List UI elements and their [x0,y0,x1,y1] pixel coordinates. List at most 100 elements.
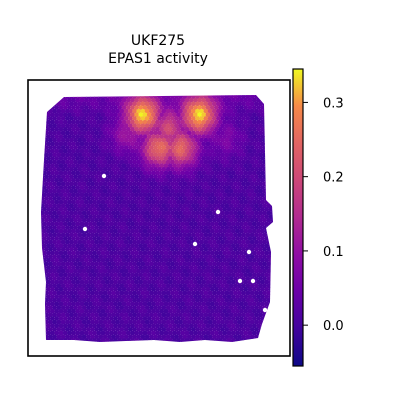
tissue-spot [218,97,223,103]
tissue-spot [157,116,163,121]
tissue-spot [136,159,142,165]
tissue-spot [138,250,144,256]
tissue-spot [56,268,62,274]
tissue-spot [214,95,219,96]
tissue-spot [117,156,123,161]
tissue-spot [148,217,154,223]
tissue-spot [151,243,156,249]
tissue-spot [172,134,177,139]
tissue-spot [165,174,171,180]
tissue-spot [239,207,244,212]
tissue-spot [123,159,129,165]
tissue-spot [176,105,181,110]
tissue-spot [58,323,64,329]
tissue-spot [46,236,51,241]
tissue-spot [253,268,259,274]
tissue-spot [180,250,186,256]
tissue-spot [220,283,226,289]
tissue-spot [48,341,53,342]
tissue-spot [266,254,272,260]
tissue-spot [153,290,158,296]
tissue-spot [264,330,270,336]
tissue-spot [117,294,123,300]
tissue-spot [268,301,273,307]
tissue-spot [174,152,179,158]
tissue-spot [119,210,125,216]
tissue-spot [157,268,163,274]
tissue-spot [73,283,79,289]
tissue-spot [201,163,207,169]
tissue-spot [56,152,62,158]
tissue-spot [41,276,45,281]
tissue-spot [60,167,66,172]
tissue-spot [83,199,89,205]
tissue-spot [92,207,97,212]
tissue-spot [138,243,144,249]
tissue-spot [180,236,186,241]
tissue-spot [132,130,137,136]
tissue-spot [226,272,232,278]
tissue-spot [100,301,106,307]
tissue-spot [218,112,223,118]
tissue-spot [155,250,160,256]
tissue-spot [64,174,70,180]
tissue-spot [88,221,93,227]
tissue-spot [232,174,238,180]
tissue-spot [159,308,165,314]
tissue-spot [224,123,230,129]
tissue-spot [153,239,158,245]
tissue-spot [144,167,150,172]
tissue-spot [142,221,148,227]
tissue-spot [104,301,110,307]
tissue-spot [140,167,146,172]
tissue-spot [260,148,265,154]
tissue-spot [260,236,265,241]
tissue-spot [176,316,181,321]
tissue-spot [226,105,232,110]
tissue-spot [159,192,165,198]
tissue-spot [52,305,58,310]
tissue-spot [218,127,223,132]
tissue-spot [195,232,200,238]
tissue-spot [64,152,70,158]
tissue-spot [60,225,66,230]
tissue-spot [111,268,116,274]
tissue-spot [211,123,217,129]
tissue-spot [148,137,154,143]
tissue-spot [117,279,123,285]
tissue-spot [77,123,83,129]
tissue-spot [119,167,125,172]
tissue-spot [71,112,76,118]
tissue-spot [176,243,181,249]
tissue-spot [209,95,215,96]
tissue-spot [230,156,236,161]
tissue-spot [172,105,177,110]
tissue-spot [184,294,190,300]
tissue-spot [239,272,244,278]
tissue-spot [218,308,223,314]
tissue-spot [241,283,247,289]
tissue-spot [243,199,249,205]
tissue-spot [60,116,66,121]
tissue-spot [235,97,240,103]
tissue-spot [98,137,104,143]
tissue-spot [176,112,181,118]
tissue-spot [54,330,60,336]
tissue-spot [153,276,158,281]
tissue-spot [77,174,83,180]
tissue-spot [203,261,209,267]
tissue-spot [75,243,81,249]
tissue-spot [54,127,60,132]
tissue-spot [241,196,247,201]
tissue-spot [138,148,144,154]
tissue-spot [113,199,118,205]
tissue-spot [157,137,163,143]
tissue-spot [218,257,223,263]
tissue-spot [50,141,55,147]
tissue-spot [178,108,184,114]
tissue-spot [243,192,249,198]
tissue-spot [216,95,221,99]
tissue-spot [140,334,146,340]
tissue-spot [235,265,240,270]
tissue-spot [159,185,165,190]
